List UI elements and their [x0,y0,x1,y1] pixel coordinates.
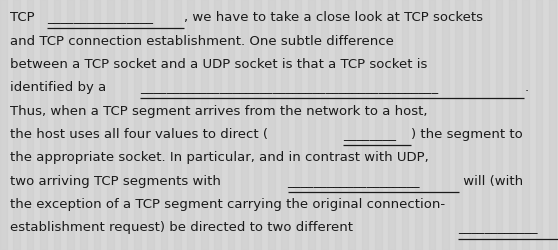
Bar [321,0,328,250]
Text: the exception of a TCP segment carrying the original connection-: the exception of a TCP segment carrying … [10,197,445,210]
Bar [0,0,7,250]
Bar [375,0,382,250]
Text: ________________: ________________ [47,11,153,24]
Bar [174,0,181,250]
Bar [107,0,114,250]
Bar [54,0,60,250]
Text: will (with: will (with [459,174,523,187]
Text: establishment request) be directed to two different: establishment request) be directed to tw… [10,220,357,234]
Bar [94,0,100,250]
Text: two arriving TCP segments with: two arriving TCP segments with [10,174,225,187]
Text: _____________________________________________: ________________________________________… [140,81,438,94]
Bar [27,0,33,250]
Bar [67,0,74,250]
Bar [121,0,127,250]
Bar [549,0,556,250]
Bar [522,0,529,250]
Bar [40,0,47,250]
Text: ____________: ____________ [458,220,537,234]
Bar [482,0,489,250]
Bar [308,0,315,250]
Text: , we have to take a close look at TCP sockets: , we have to take a close look at TCP so… [184,11,483,24]
Bar [496,0,502,250]
Bar [335,0,341,250]
Bar [241,0,248,250]
Bar [362,0,368,250]
Bar [455,0,462,250]
Bar [442,0,449,250]
Bar [13,0,20,250]
Text: identified by a: identified by a [10,81,110,94]
Bar [147,0,154,250]
Bar [429,0,435,250]
Text: the host uses all four values to direct (: the host uses all four values to direct … [10,128,268,140]
Bar [134,0,141,250]
Text: ____________________: ____________________ [287,174,420,187]
Bar [402,0,408,250]
Text: Thus, when a TCP segment arrives from the network to a host,: Thus, when a TCP segment arrives from th… [10,104,427,117]
Bar [295,0,301,250]
Text: between a TCP socket and a UDP socket is that a TCP socket is: between a TCP socket and a UDP socket is… [10,58,427,71]
Bar [388,0,395,250]
Text: and TCP connection establishment. One subtle difference: and TCP connection establishment. One su… [10,34,394,48]
Text: .: . [525,81,528,94]
Bar [415,0,422,250]
Bar [80,0,87,250]
Bar [509,0,516,250]
Bar [268,0,275,250]
Bar [281,0,288,250]
Bar [536,0,542,250]
Bar [187,0,194,250]
Text: the appropriate socket. In particular, and in contrast with UDP,: the appropriate socket. In particular, a… [10,151,429,164]
Bar [254,0,261,250]
Bar [161,0,167,250]
Bar [228,0,234,250]
Bar [214,0,221,250]
Bar [348,0,355,250]
Text: ________: ________ [343,128,396,140]
Text: ) the segment to: ) the segment to [411,128,523,140]
Bar [469,0,475,250]
Bar [201,0,208,250]
Text: TCP: TCP [10,11,39,24]
